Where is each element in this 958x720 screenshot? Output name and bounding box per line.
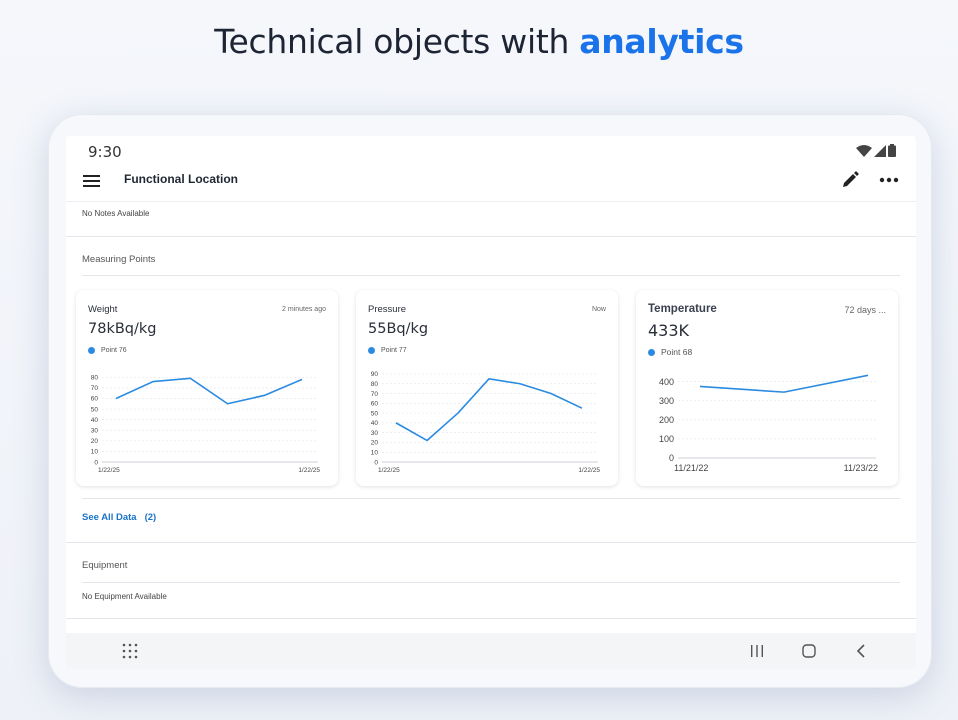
status-time: 9:30 xyxy=(88,143,122,161)
card-value: 433K xyxy=(648,321,690,340)
y-tick-label: 0 xyxy=(669,453,674,463)
card-timestamp: 72 days ... xyxy=(844,305,886,315)
temperature-chart: 0 100 200 300 400 11/21/22 11/23/22 xyxy=(659,374,878,473)
measuring-point-card-pressure[interactable]: Pressure Now 55Bq/kg Point 77 0 10 20 30 40 5… xyxy=(356,290,618,486)
y-tick-label: 50 xyxy=(371,410,379,417)
y-tick-label: 20 xyxy=(91,438,99,445)
menu-icon[interactable] xyxy=(82,171,102,191)
y-tick-label: 40 xyxy=(91,417,99,424)
measuring-points-divider xyxy=(82,275,900,276)
back-icon[interactable] xyxy=(852,642,870,660)
x-tick-label: 11/21/22 xyxy=(674,463,708,473)
y-tick-label: 0 xyxy=(374,459,378,466)
y-tick-label: 80 xyxy=(371,381,379,388)
see-all-count: (2) xyxy=(144,512,157,523)
y-tick-label: 30 xyxy=(91,428,99,435)
y-tick-label: 400 xyxy=(659,377,674,387)
series-line xyxy=(395,378,583,442)
x-tick-label: 1/22/25 xyxy=(378,467,400,474)
card-title: Pressure xyxy=(368,304,407,315)
measuring-point-card-weight[interactable]: Weight 2 minutes ago 78kBq/kg Point 76 0… xyxy=(76,290,338,486)
y-tick-label: 70 xyxy=(91,385,99,392)
headline-accent: analytics xyxy=(579,22,744,61)
legend-label: Point 68 xyxy=(661,347,693,357)
legend-dot xyxy=(368,347,375,354)
y-tick-label: 20 xyxy=(371,440,379,447)
legend-dot xyxy=(88,347,95,354)
battery-icon xyxy=(888,144,896,157)
y-tick-label: 300 xyxy=(659,396,674,406)
card-value: 55Bq/kg xyxy=(368,321,429,337)
signal-icon xyxy=(874,144,886,157)
cards-divider xyxy=(82,498,900,499)
series-line xyxy=(699,374,869,393)
equipment-label: Equipment xyxy=(82,560,128,571)
status-icons xyxy=(856,144,896,157)
system-nav-bar xyxy=(66,633,916,669)
card-legend: Point 77 xyxy=(368,347,407,354)
y-tick-label: 40 xyxy=(371,420,379,427)
apps-grid-icon[interactable] xyxy=(121,642,139,660)
y-tick-label: 50 xyxy=(91,406,99,413)
section-divider xyxy=(66,618,916,619)
legend-dot xyxy=(648,348,655,356)
legend-label: Point 76 xyxy=(101,347,127,354)
y-tick-label: 200 xyxy=(659,415,674,425)
section-divider xyxy=(66,236,916,237)
y-tick-label: 10 xyxy=(371,449,379,456)
headline: Technical objects with analytics xyxy=(0,22,958,61)
x-tick-label: 1/22/25 xyxy=(578,467,600,474)
headline-text: Technical objects with xyxy=(214,22,580,61)
card-title: Temperature xyxy=(648,303,717,315)
y-tick-label: 100 xyxy=(659,434,674,444)
app-screen: 9:30 Functional Location No Notes Availa… xyxy=(66,136,916,669)
status-bar: 9:30 xyxy=(66,136,916,166)
see-all-label: See All Data xyxy=(82,512,137,523)
home-icon[interactable] xyxy=(800,642,818,660)
card-timestamp: 2 minutes ago xyxy=(282,306,326,313)
section-divider xyxy=(66,542,916,543)
card-timestamp: Now xyxy=(591,306,606,313)
equipment-divider xyxy=(82,582,900,583)
y-tick-label: 0 xyxy=(94,459,98,466)
y-tick-label: 60 xyxy=(91,396,99,403)
series-line xyxy=(115,377,303,405)
y-tick-label: 30 xyxy=(371,430,379,437)
y-tick-label: 60 xyxy=(371,401,379,408)
weight-chart: 0 10 20 30 40 50 60 70 80 1/22/25 1/22/25 xyxy=(91,375,321,474)
more-icon[interactable] xyxy=(878,170,900,190)
wifi-icon xyxy=(856,144,872,157)
pressure-chart: 0 10 20 30 40 50 60 70 80 90 1/22/25 1/22/25 xyxy=(371,371,601,474)
card-legend: Point 76 xyxy=(88,347,127,354)
edit-icon[interactable] xyxy=(840,170,860,190)
y-tick-label: 80 xyxy=(91,375,99,382)
y-tick-label: 10 xyxy=(91,449,99,456)
y-tick-label: 70 xyxy=(371,391,379,398)
card-title: Weight xyxy=(88,304,118,315)
x-tick-label: 1/22/25 xyxy=(298,467,320,474)
app-bar: Functional Location xyxy=(66,164,916,202)
page-title: Functional Location xyxy=(124,172,238,186)
card-legend: Point 68 xyxy=(648,347,692,357)
see-all-data-link[interactable]: See All Data (2) xyxy=(82,512,156,523)
card-value: 78kBq/kg xyxy=(88,321,157,337)
recent-apps-icon[interactable] xyxy=(748,642,766,660)
notes-empty-text: No Notes Available xyxy=(82,209,150,218)
legend-label: Point 77 xyxy=(381,347,407,354)
x-tick-label: 1/22/25 xyxy=(98,467,120,474)
equipment-empty-text: No Equipment Available xyxy=(82,592,167,601)
y-tick-label: 90 xyxy=(371,371,379,378)
x-tick-label: 11/23/22 xyxy=(844,463,878,473)
measuring-points-label: Measuring Points xyxy=(82,254,156,265)
